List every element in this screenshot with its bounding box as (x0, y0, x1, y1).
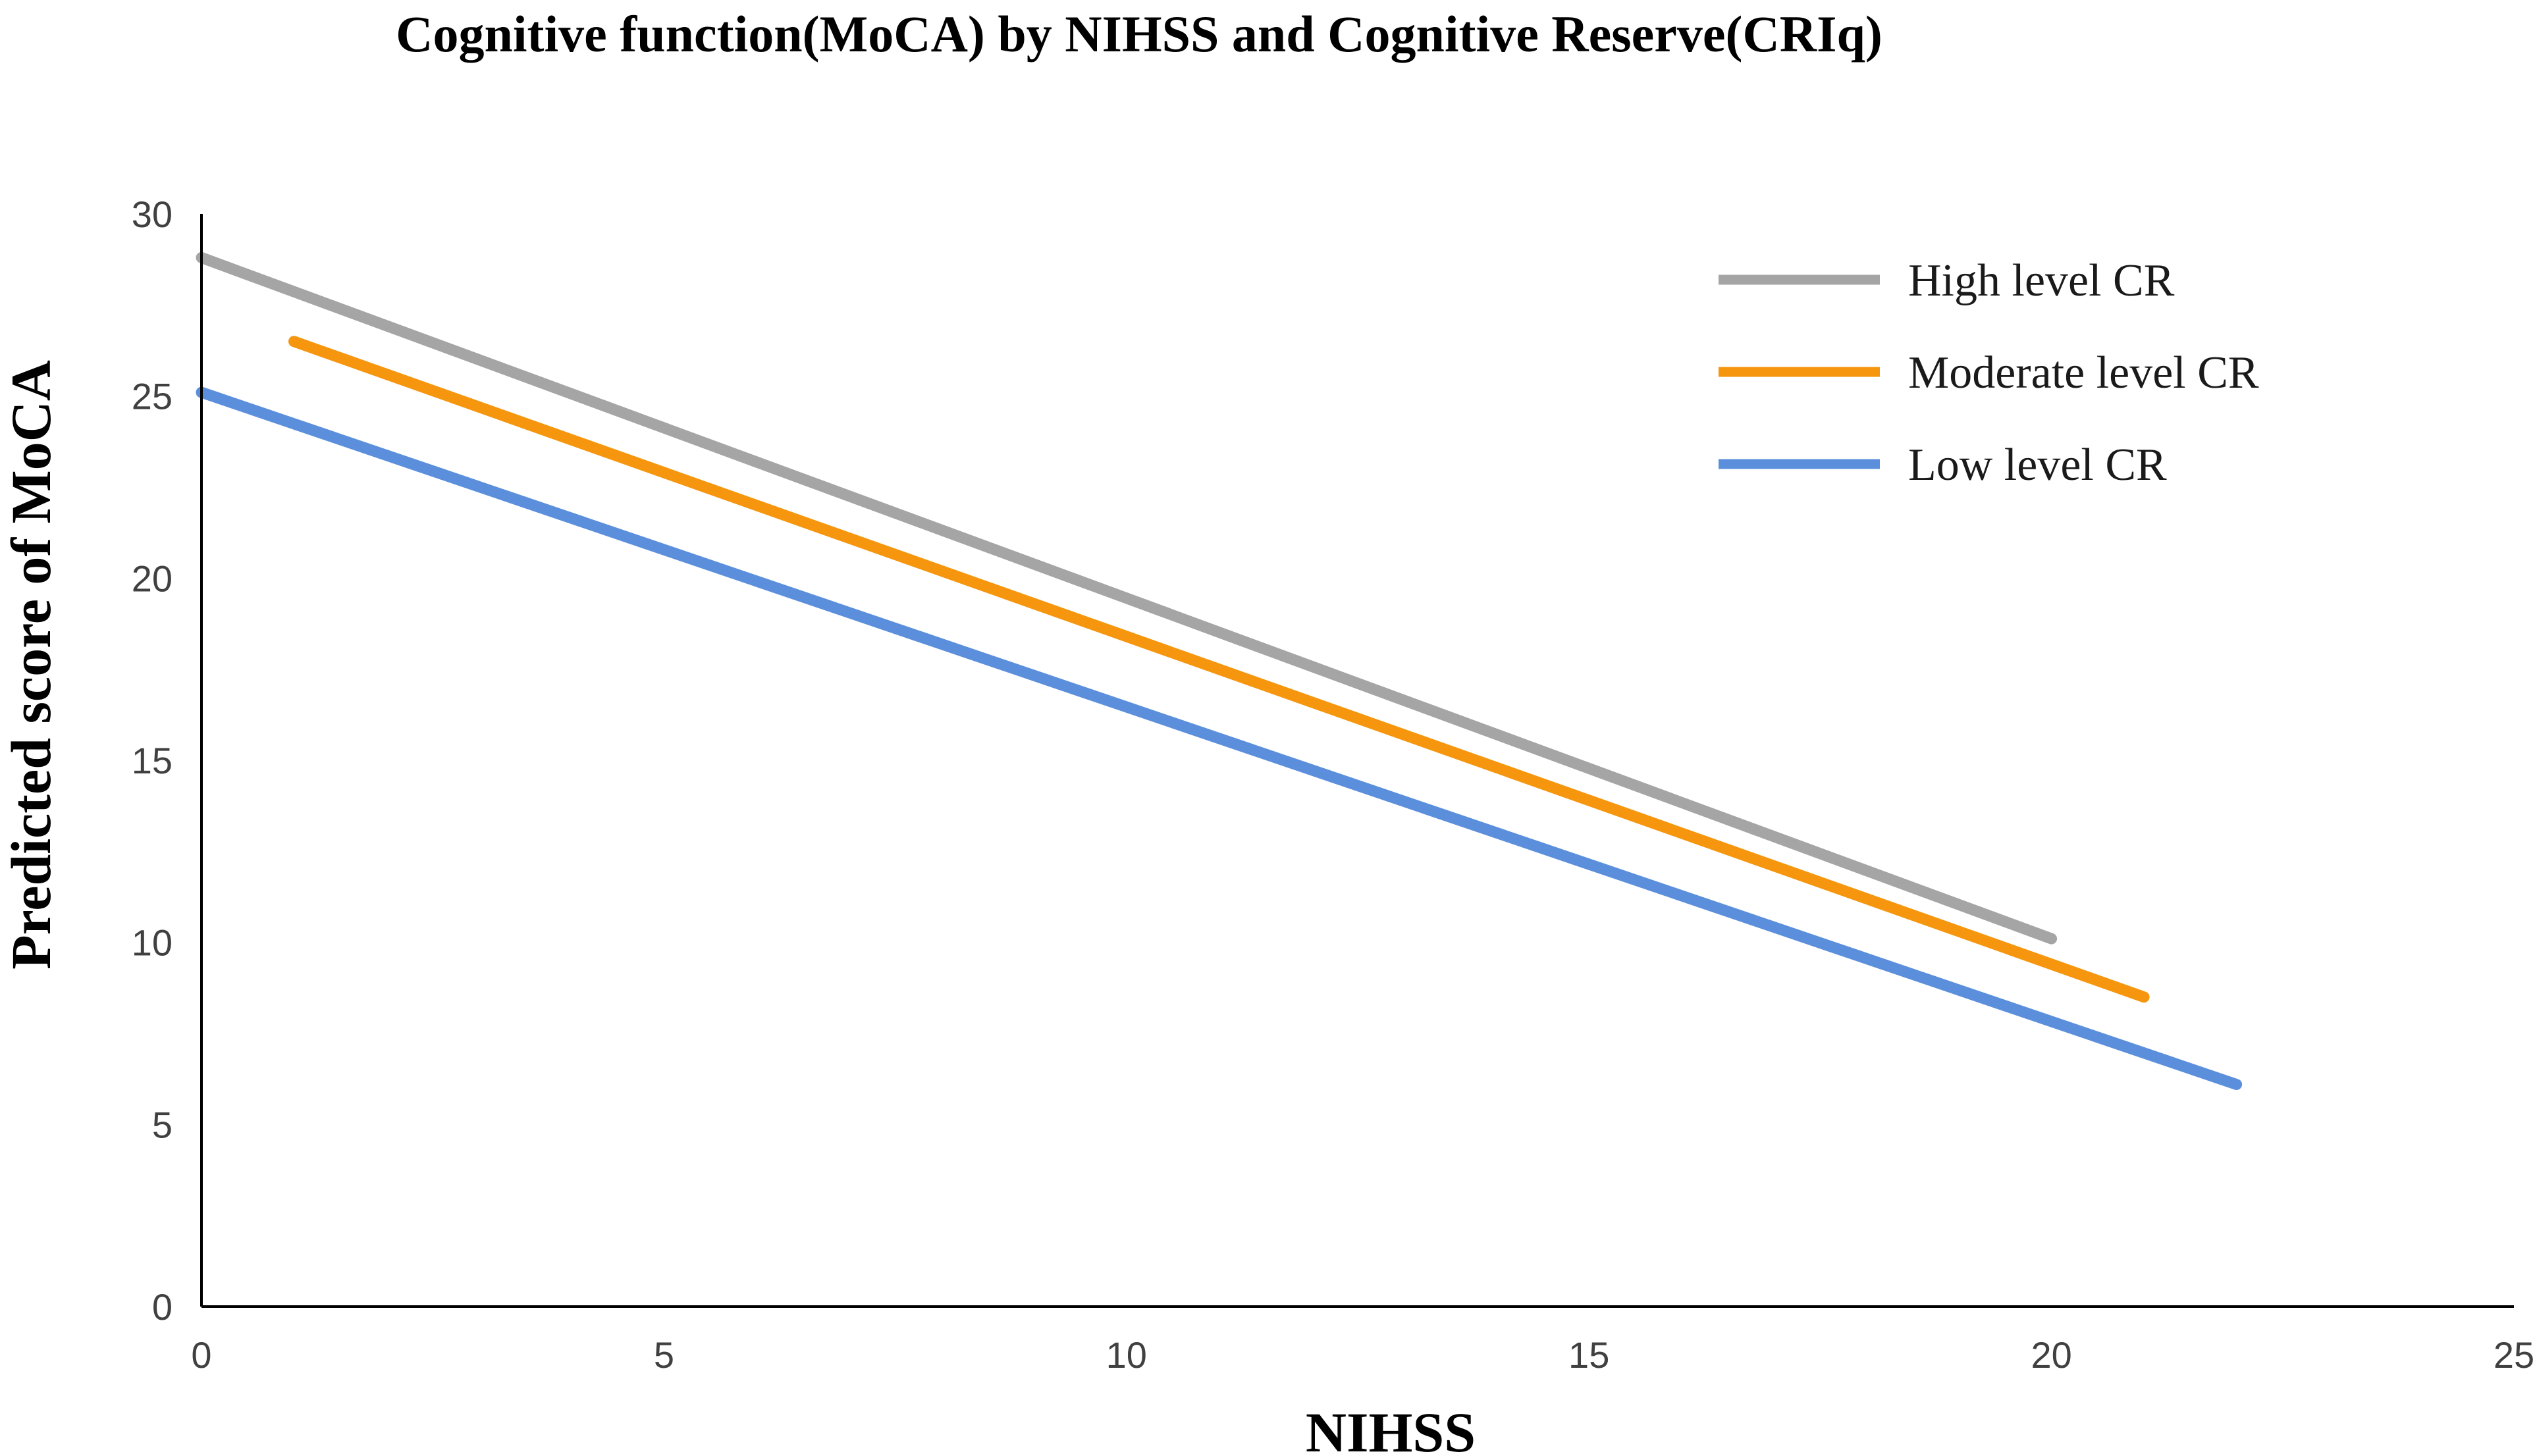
x-tick-label: 20 (2031, 1334, 2071, 1376)
legend: High level CR Moderate level CR Low level … (1719, 255, 2259, 490)
x-tick-label: 15 (1568, 1334, 1609, 1376)
y-tick-label: 30 (132, 194, 173, 235)
series-layer (196, 251, 2243, 1090)
legend-label-moderate-level-cr: Moderate level CR (1908, 348, 2259, 398)
series-line-moderate-level-cr (288, 336, 2150, 1003)
y-axis-title: Predicted score of MoCA (0, 360, 63, 970)
y-tick-label: 0 (152, 1286, 173, 1328)
legend-label-high-level-cr: High level CR (1908, 255, 2175, 306)
x-tick-label: 25 (2494, 1334, 2534, 1376)
x-axis-title: NIHSS (1306, 1401, 1476, 1456)
y-tick-labels: 0 5 10 15 20 25 30 (132, 194, 173, 1328)
y-tick-label: 25 (132, 376, 173, 417)
x-tick-label: 5 (654, 1334, 674, 1376)
chart-title: Cognitive function(MoCA) by NIHSS and Co… (396, 5, 1882, 63)
legend-label-low-level-cr: Low level CR (1908, 440, 2167, 490)
x-tick-label: 10 (1106, 1334, 1147, 1376)
y-tick-label: 5 (152, 1104, 173, 1145)
y-tick-label: 20 (132, 558, 173, 599)
series-line-high-level-cr (196, 251, 2058, 945)
y-tick-label: 10 (132, 922, 173, 964)
series-line-low-level-cr (196, 386, 2243, 1090)
y-tick-label: 15 (132, 740, 173, 781)
x-tick-label: 0 (191, 1334, 211, 1376)
x-tick-labels: 0 5 10 15 20 25 (191, 1334, 2534, 1376)
